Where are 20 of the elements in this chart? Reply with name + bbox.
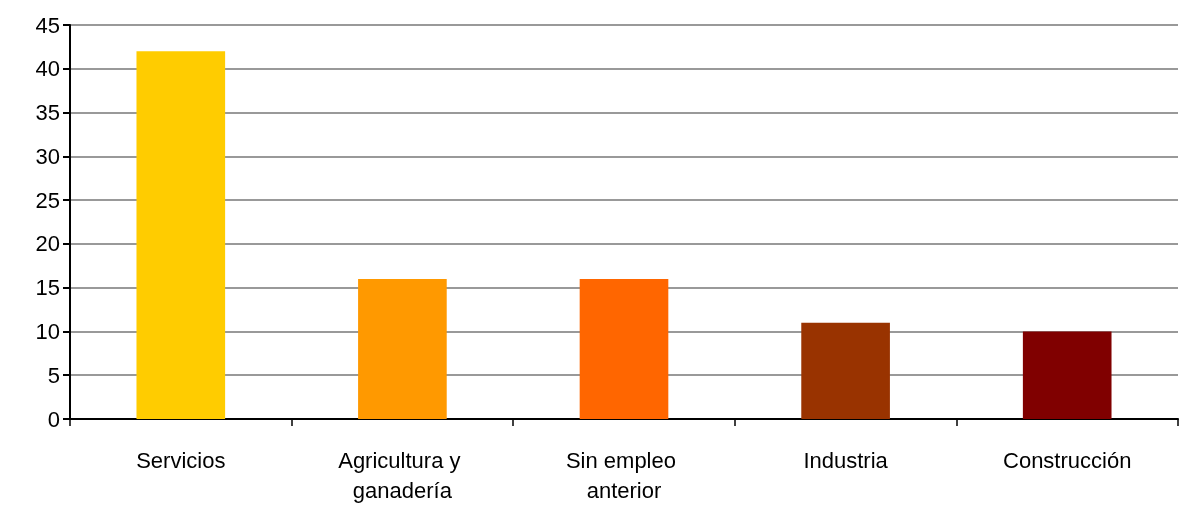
y-tick-label: 15 [35,275,60,301]
x-tick-label: Sin empleo anterior [565,447,683,503]
bar [136,51,226,419]
y-tick-label: 35 [35,100,60,126]
x-tick-label: Agricultura y ganadería [338,447,467,503]
x-tick-label: Servicios [136,447,226,473]
y-tick-label: 0 [47,406,60,432]
x-tick-label: Industria [803,447,889,473]
y-tick-label: 20 [35,231,60,257]
y-tick-label: 5 [47,362,60,388]
y-tick-label: 45 [35,12,60,38]
x-tick-label: Construcción [1003,447,1132,473]
bar [1022,331,1112,419]
y-tick-label: 40 [35,56,60,82]
y-tick-label: 10 [35,318,60,344]
y-tick-label: 30 [35,143,60,169]
bar [358,278,447,419]
bar [579,278,669,419]
bar [801,322,890,419]
y-tick-label: 25 [35,187,60,213]
